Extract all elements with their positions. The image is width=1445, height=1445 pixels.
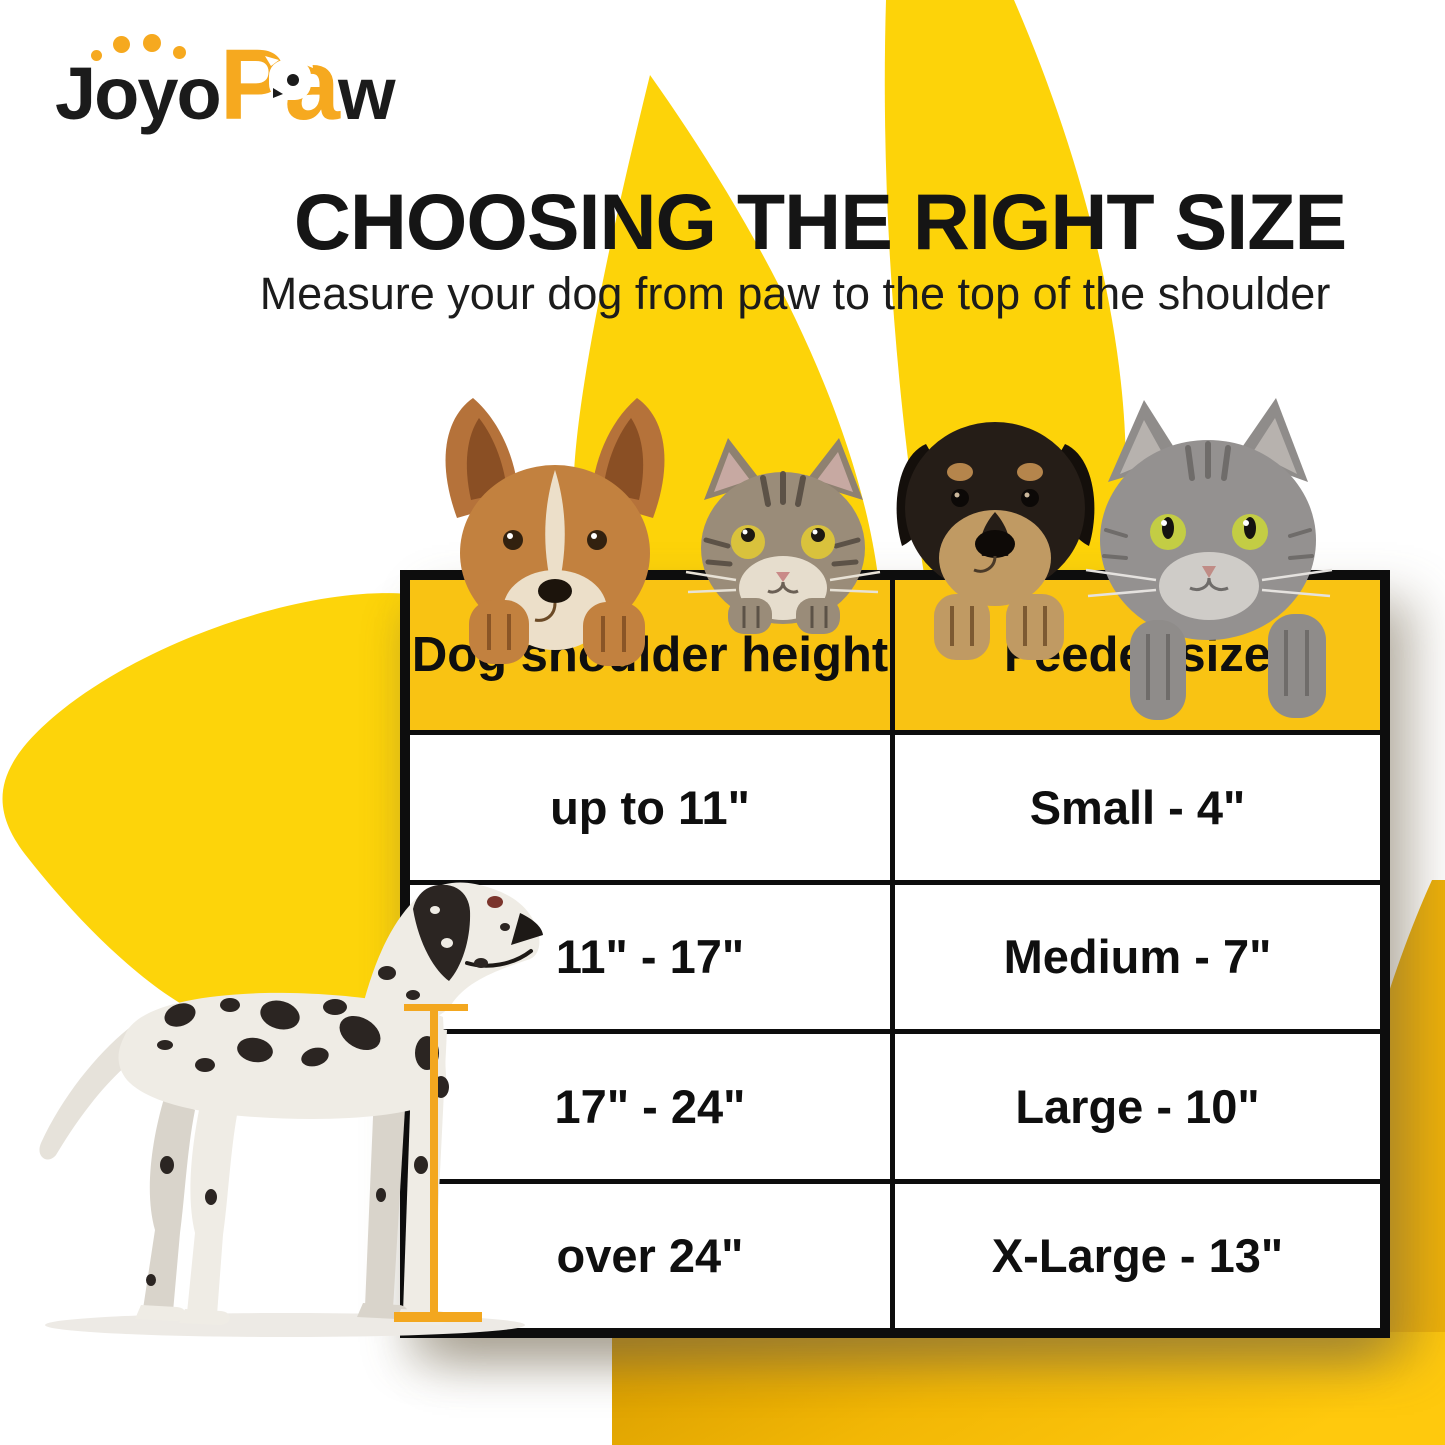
- brand-logo: JoyoPaw: [55, 28, 396, 143]
- table-cell-size-row3: Large - 10": [895, 1029, 1380, 1179]
- paw-dot-icon: [113, 36, 130, 53]
- black-tan-puppy-photo: [896, 422, 1095, 660]
- measurement-line: [430, 1008, 438, 1318]
- gray-cat-photo: [1085, 398, 1333, 720]
- logo-text-joyo: Joyo: [55, 52, 222, 135]
- puppy-paws: [934, 594, 1064, 660]
- cat-paws: [728, 598, 840, 634]
- dalmatian-illustration: [39, 882, 543, 1337]
- measurement-line-top-cap: [404, 1004, 468, 1011]
- page-subtitle: Measure your dog from paw to the top of …: [259, 268, 1331, 319]
- table-cell-size-row2: Medium - 7": [895, 879, 1380, 1029]
- measurement-line-bottom-cap: [394, 1312, 482, 1322]
- tabby-cat-photo: [685, 438, 881, 634]
- background-gold-band: [612, 1332, 1445, 1445]
- brown-dog-photo: [445, 398, 665, 666]
- dog-paws: [469, 600, 645, 666]
- dog-eyes-icon: [503, 530, 607, 550]
- dog-face-icon: [265, 54, 313, 100]
- paw-dot-icon: [91, 50, 102, 61]
- table-cell-height-row1: up to 11": [410, 730, 895, 880]
- table-cell-height-row3: 17" - 24": [410, 1029, 895, 1179]
- paw-dot-icon: [143, 34, 161, 52]
- table-cell-size-row4: X-Large - 13": [895, 1178, 1380, 1328]
- cat-paws: [1130, 614, 1326, 720]
- table-cell-height-row4: over 24": [410, 1178, 895, 1328]
- background-paw-pad-shape: [2, 593, 425, 1027]
- table-cell-size-row1: Small - 4": [895, 730, 1380, 880]
- puppy-eyes-icon: [951, 489, 1039, 507]
- cat-eyes-icon: [731, 525, 835, 559]
- cat-eyes-icon: [1150, 514, 1268, 550]
- paw-dot-icon: [173, 46, 186, 59]
- logo-text-w: w: [338, 52, 396, 135]
- page-title: CHOOSING THE RIGHT SIZE: [293, 177, 1347, 266]
